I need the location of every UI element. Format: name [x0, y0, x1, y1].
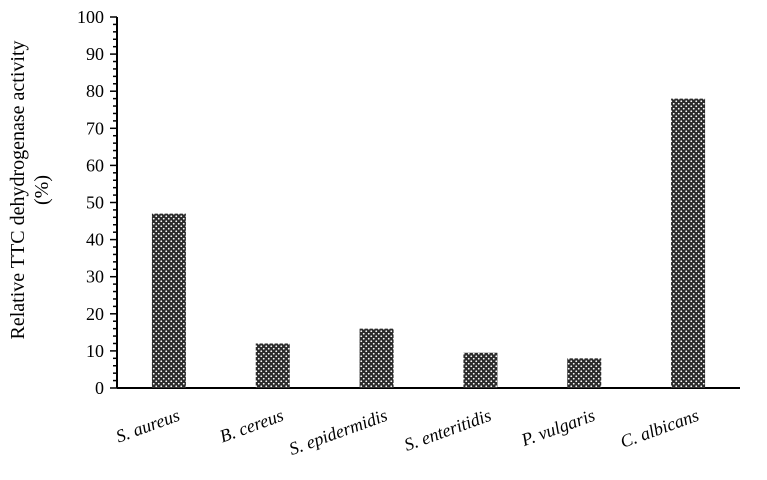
- x-tick-label: P. vulgaris: [518, 405, 598, 450]
- y-tick-label: 20: [86, 304, 104, 324]
- y-tick-label: 50: [86, 193, 104, 213]
- y-tick-label: 80: [86, 81, 104, 101]
- x-tick-label: S. enteritidis: [401, 405, 493, 455]
- bar: [463, 352, 498, 388]
- y-tick-label: 10: [86, 341, 104, 361]
- category-labels: S. aureus B. cereus S. epidermidis S. enter…: [113, 405, 701, 459]
- bar: [151, 213, 186, 388]
- bars: [151, 98, 706, 389]
- y-tick-label: 70: [86, 118, 104, 138]
- x-tick-label: S. epidermidis: [286, 405, 390, 459]
- bar: [359, 328, 394, 388]
- x-tick-label: S. aureus: [113, 405, 182, 446]
- bar: [255, 343, 290, 388]
- bar: [671, 98, 706, 389]
- y-tick-label: 30: [86, 267, 104, 287]
- y-tick-label: 100: [77, 7, 104, 27]
- y-axis: 0 10 20 30 40 50 60 70 80 90 100: [77, 7, 118, 398]
- y-axis-unit: (%): [31, 175, 53, 205]
- y-axis-label: Relative TTC dehydrogenase activity: [7, 41, 29, 340]
- x-tick-label: C. albicans: [618, 405, 702, 452]
- y-axis-title: Relative TTC dehydrogenase activity (%): [7, 41, 53, 340]
- y-tick-label: 90: [86, 44, 104, 64]
- bar: [567, 358, 602, 388]
- y-tick-label: 40: [86, 230, 104, 250]
- x-tick-label: B. cereus: [217, 405, 286, 446]
- y-tick-label: 60: [86, 155, 104, 175]
- y-tick-label: 0: [95, 378, 104, 398]
